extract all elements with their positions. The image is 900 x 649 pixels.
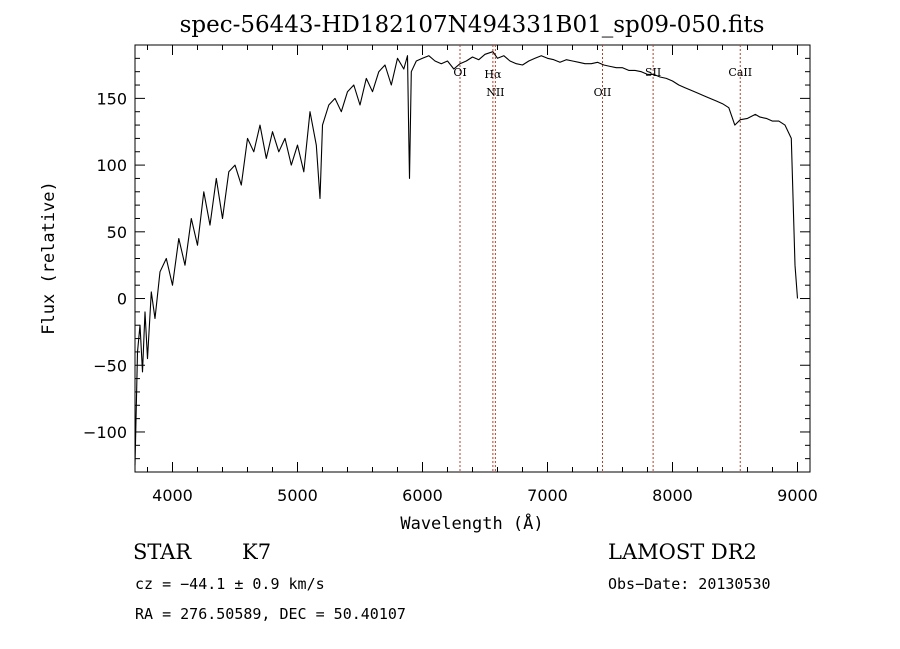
coordinates-readout: RA = 276.50589, DEC = 50.40107	[135, 605, 406, 623]
survey-name: LAMOST DR2	[608, 540, 757, 564]
x-tick-label: 6000	[402, 486, 443, 505]
x-tick-label: 8000	[652, 486, 693, 505]
y-tick-label: −100	[83, 423, 127, 442]
object-type: STAR	[133, 540, 192, 564]
x-tick-label: 4000	[152, 486, 193, 505]
y-tick-label: 50	[107, 223, 127, 242]
emission-line-label: OII	[594, 86, 612, 99]
x-axis-label: Wavelength (Å)	[400, 512, 543, 534]
spectral-subclass: K7	[242, 540, 271, 564]
chart-title: spec-56443-HD182107N494331B01_sp09-050.f…	[180, 12, 765, 38]
x-tick-label: 5000	[277, 486, 318, 505]
spectrum-line	[134, 51, 799, 466]
y-tick-label: 150	[96, 89, 127, 108]
redshift-readout: cz = −44.1 ± 0.9 km/s	[135, 575, 325, 593]
y-tick-label: 100	[96, 156, 127, 175]
emission-line-label: CaII	[728, 66, 752, 79]
x-tick-label: 9000	[777, 486, 818, 505]
observation-date: Obs−Date: 20130530	[608, 575, 771, 593]
x-tick-label: 7000	[527, 486, 568, 505]
y-tick-label: −50	[93, 356, 127, 375]
plot-area: 4000 5000 6000 7000 8000 9000 −100 −50 0 50 100 150…	[83, 44, 818, 505]
emission-line-label: OI	[453, 66, 466, 79]
y-tick-label: 0	[117, 290, 127, 309]
y-axis-label: Flux (relative)	[39, 181, 59, 335]
emission-line-label: Hα	[484, 68, 502, 81]
emission-line-label: NII	[486, 86, 504, 99]
plot-frame	[134, 44, 811, 473]
